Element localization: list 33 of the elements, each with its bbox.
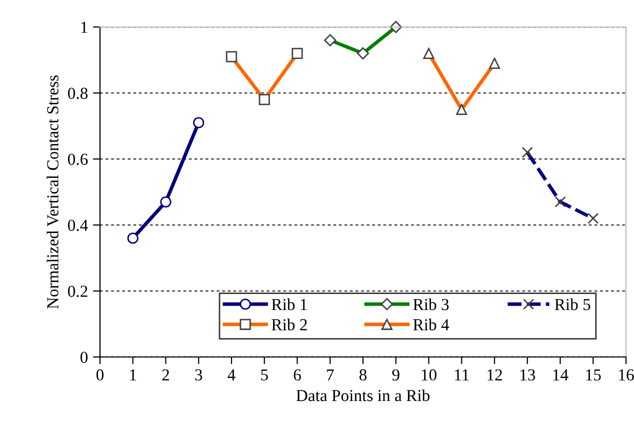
x-tick-label: 4 <box>228 369 236 380</box>
x-tick-label: 3 <box>195 369 202 381</box>
x-tick-label: 2 <box>162 369 169 380</box>
x-tick-label: 8 <box>359 369 367 381</box>
x-tick-label: 11 <box>455 369 469 380</box>
legend-label: Rib 1 <box>272 298 307 310</box>
y-tick-label: 0.8 <box>68 88 88 100</box>
x-tick-label: 9 <box>392 369 400 381</box>
x-tick-label: 7 <box>327 369 334 380</box>
x-tick-label: 0 <box>96 369 104 381</box>
point <box>193 117 204 128</box>
legend-label: Rib 4 <box>413 318 450 330</box>
x-tick-label: 5 <box>261 369 268 381</box>
legend-label: Rib 5 <box>554 298 590 310</box>
y-tick-label: 0 <box>80 352 88 363</box>
y-tick-label: 0.2 <box>68 286 88 298</box>
x-tick-label: 15 <box>586 369 601 381</box>
y-tick-label: 0.6 <box>68 154 88 166</box>
point <box>160 196 172 208</box>
x-tick-label: 1 <box>130 369 136 380</box>
x-tick-label: 14 <box>553 369 568 380</box>
y-tick-label: 0.4 <box>68 220 88 232</box>
x-tick-label: 6 <box>294 369 301 381</box>
legend-label: Rib 2 <box>272 318 307 330</box>
point <box>127 232 138 244</box>
x-tick-label: 12 <box>488 369 502 380</box>
x-axis-title: Data Points in a Rib <box>296 389 430 402</box>
x-tick-label: 10 <box>422 369 436 381</box>
y-tick-label: 1 <box>81 22 88 33</box>
legend-label: Rib 3 <box>413 298 449 310</box>
x-tick-label: 13 <box>520 369 536 381</box>
x-tick-label: 16 <box>619 369 634 381</box>
y-axis-title: Normalized Vertical Contact Stress <box>46 75 59 309</box>
